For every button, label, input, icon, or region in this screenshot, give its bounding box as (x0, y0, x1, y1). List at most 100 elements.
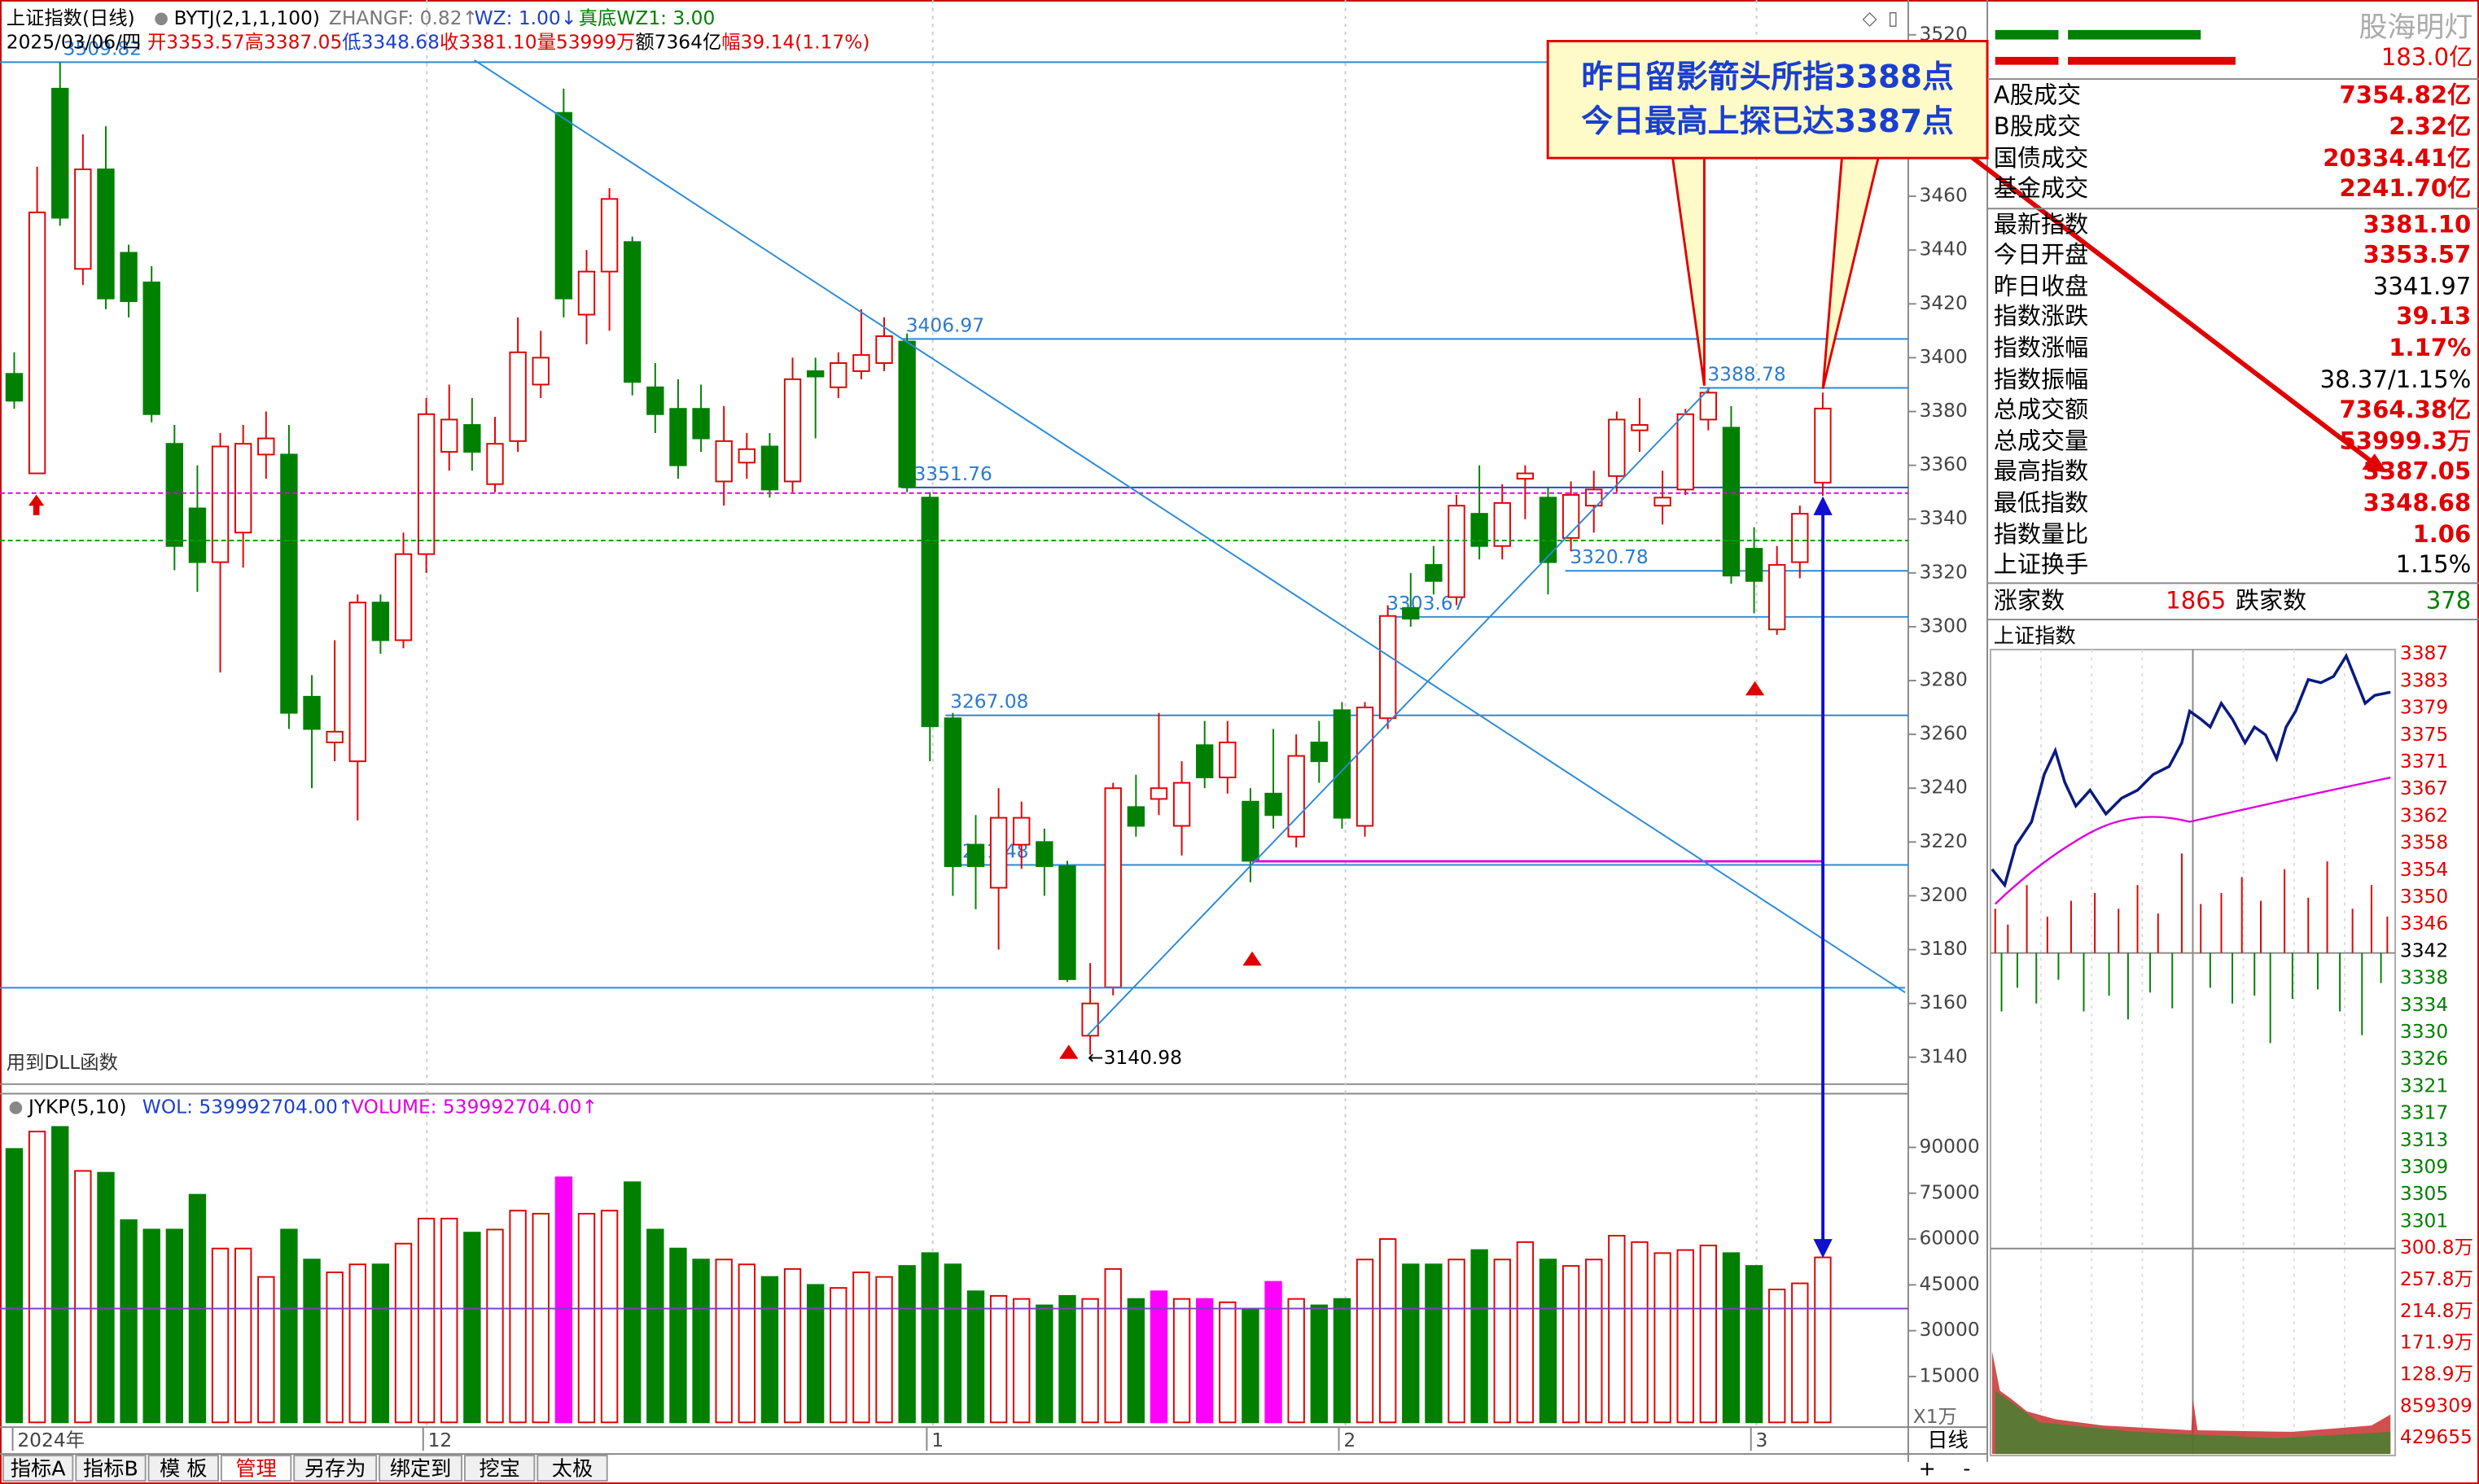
volume-bar (74, 1170, 92, 1424)
volume-bar (1470, 1249, 1488, 1424)
tab-label[interactable]: 太极 (552, 1457, 593, 1481)
level-label: 3267.08 (950, 691, 1028, 713)
tab[interactable] (2, 1455, 74, 1482)
volume-bar (1287, 1298, 1305, 1424)
stat-value: 38.37/1.15% (2320, 366, 2472, 393)
candle-body (1676, 413, 1694, 491)
quote: 幅39.14(1.17%) (721, 31, 869, 53)
volume-bar (1493, 1259, 1511, 1424)
tab[interactable] (220, 1455, 292, 1482)
bar (1995, 56, 2059, 65)
volume-bar (1036, 1304, 1053, 1424)
tab-label[interactable]: 另存为 (304, 1457, 366, 1481)
volume-bar (898, 1265, 916, 1424)
volume-bar (394, 1242, 413, 1424)
candle-body (348, 602, 366, 763)
level-label: 3388.78 (1707, 363, 1785, 385)
breadth: 378 (2426, 587, 2472, 615)
stat-value: 3348.68 (2363, 488, 2472, 516)
candle-body (417, 413, 436, 555)
breadth: 1865 (2166, 587, 2226, 615)
quote: 量53999万 (537, 31, 636, 53)
callout-text: 昨日留影箭头所指3388点 (1581, 59, 1954, 96)
volume-bar (1402, 1263, 1420, 1424)
stat-label: 总成交量 (1994, 427, 2088, 455)
candle-body (760, 445, 779, 491)
zoom-button[interactable]: + (1919, 1457, 1936, 1481)
candle-body (1814, 407, 1832, 484)
zoom-button[interactable]: - (1963, 1457, 1970, 1481)
mini-price-label: 3362 (2400, 804, 2448, 826)
tab-label[interactable]: 指标A (11, 1457, 66, 1481)
candle-body (1425, 563, 1443, 582)
candle-body (51, 87, 69, 219)
window-button[interactable]: ◇ (1863, 7, 1877, 29)
tab-label[interactable]: 管理 (235, 1457, 276, 1481)
candle-body (554, 112, 573, 300)
candle-body (1081, 1002, 1099, 1037)
volume-value: VOLUME: 539992704.00↑ (351, 1096, 598, 1118)
volume-bar (1058, 1294, 1076, 1424)
y-tick-label: 3400 (1920, 346, 1968, 368)
candle-body (989, 816, 1008, 889)
candle-body (463, 424, 481, 453)
stat-label: 指数涨跌 (1994, 302, 2088, 330)
window-button[interactable]: ▯ (1888, 7, 1899, 29)
mini-price-label: 3354 (2400, 859, 2448, 881)
candle-body (1699, 392, 1718, 421)
tab[interactable] (293, 1455, 378, 1482)
intraday-down (2000, 952, 2382, 1044)
mini-price-label: 3305 (2400, 1183, 2448, 1205)
tab-label[interactable]: 模 板 (160, 1457, 208, 1481)
low-label: ←3140.98 (1088, 1047, 1182, 1069)
tab-label[interactable]: 指标B (83, 1457, 138, 1481)
tab-label[interactable]: 绑定到 (390, 1457, 452, 1481)
y-tick-label: 3360 (1920, 453, 1968, 475)
candle-body (142, 281, 160, 415)
candle-body (1058, 865, 1076, 980)
intraday-average (1994, 777, 2391, 905)
tab[interactable] (379, 1455, 463, 1482)
period[interactable]: 日线 (1927, 1429, 1968, 1452)
level-label: 3320.78 (1570, 546, 1648, 568)
tab[interactable] (537, 1455, 608, 1482)
stat-label: 最新指数 (1994, 211, 2088, 239)
candle-body (1310, 742, 1328, 763)
candle-body (1127, 806, 1145, 827)
candle-body (692, 408, 710, 440)
tab[interactable] (463, 1455, 536, 1482)
candle-body (1493, 501, 1511, 547)
candle-body (875, 335, 893, 364)
volume-title: JYKP(5,10) (27, 1096, 127, 1118)
quote: 额7364亿 (635, 31, 721, 53)
volume-bar (944, 1263, 962, 1424)
candle-body (211, 445, 230, 563)
candle-body (1287, 755, 1305, 838)
level-label: 3351.76 (913, 463, 992, 485)
candle-body (966, 843, 985, 868)
stat-value: 1.06 (2412, 520, 2471, 548)
volume-bar (1081, 1298, 1099, 1424)
candle-body (1378, 615, 1397, 720)
volume-bar (1013, 1298, 1031, 1424)
mini-price-label: 3367 (2400, 777, 2448, 799)
mini-title: 上证指数 (1994, 624, 2076, 647)
volume-bar (1791, 1282, 1809, 1424)
candle-body (1470, 513, 1488, 547)
volume-bar (51, 1126, 69, 1424)
tab-label[interactable]: 挖宝 (479, 1457, 519, 1481)
volume-bar (1196, 1298, 1214, 1424)
quote: 低3348.68 (342, 31, 440, 53)
volume-bar (1561, 1265, 1580, 1424)
date: 2025/03/06/四 (7, 31, 141, 53)
mini-price-label: 3350 (2400, 886, 2448, 908)
candle-body (624, 241, 642, 383)
y-tick-label: 3460 (1920, 185, 1968, 207)
indicator-value: WZ: 1.00↓ (475, 7, 577, 29)
candle-body (326, 730, 344, 744)
tab[interactable] (147, 1455, 219, 1482)
tab[interactable] (75, 1455, 147, 1482)
candle-body (1561, 493, 1580, 539)
candle-body (600, 198, 619, 273)
